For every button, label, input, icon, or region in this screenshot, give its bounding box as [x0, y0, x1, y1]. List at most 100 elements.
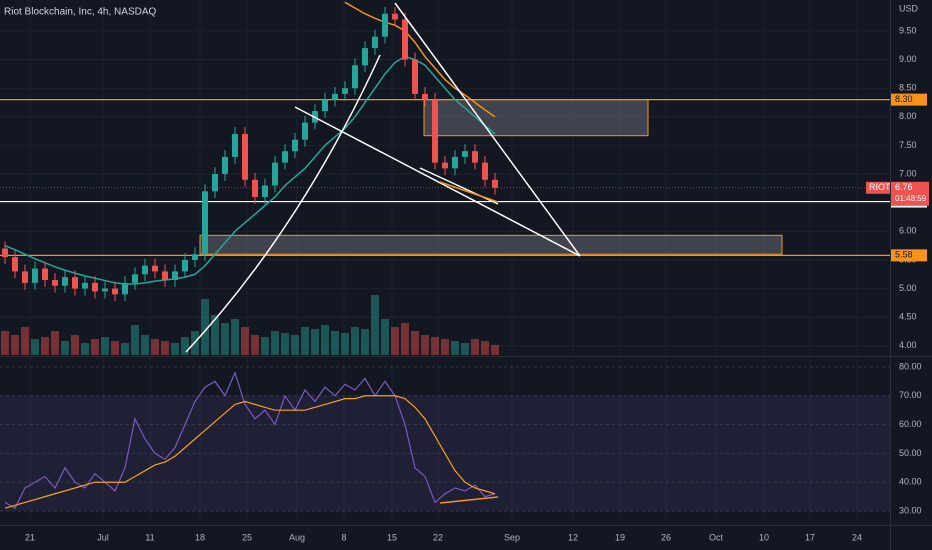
candle-body [202, 191, 208, 255]
level-label: 5.58 [895, 250, 913, 260]
volume-bar [351, 327, 359, 355]
candle-body [152, 265, 158, 272]
countdown: 01:48:59 [895, 194, 927, 203]
volume-bar [331, 331, 339, 355]
candle-body [372, 36, 378, 49]
candle-body [212, 174, 218, 192]
candle-body [482, 162, 488, 180]
volume-bar [361, 329, 369, 355]
trend-curve [185, 54, 381, 353]
ma-slow [344, 1, 496, 118]
rsi-tick-label: 80.00 [899, 361, 922, 371]
y-tick-label: 8.00 [899, 111, 917, 121]
volume-bar [201, 299, 209, 355]
rsi-pane [0, 358, 890, 522]
candle-body [262, 185, 268, 197]
candle-body [252, 179, 258, 197]
candle-body [22, 271, 28, 283]
drawings [185, 2, 581, 504]
volume-bar [381, 319, 389, 355]
last-price: 6.76 [895, 182, 913, 192]
x-tick-label: 26 [661, 532, 671, 542]
candle-body [52, 279, 58, 286]
candle-body [232, 133, 238, 157]
volume-bar [171, 343, 179, 355]
candle-body [442, 162, 448, 169]
volume-bar [111, 341, 119, 355]
x-tick-label: Oct [709, 532, 724, 542]
candle-body [172, 271, 178, 280]
volume-bar [411, 331, 419, 355]
volume-bar [131, 325, 139, 355]
x-tick-label: 22 [433, 532, 443, 542]
candle-body [402, 19, 408, 60]
volume-bar [311, 329, 319, 355]
zone-box [423, 99, 649, 137]
trend-line [394, 2, 581, 257]
candle-body [452, 156, 458, 169]
x-tick-label: 25 [242, 532, 252, 542]
candle-body [82, 282, 88, 289]
x-tick-label: Aug [289, 532, 305, 542]
volume-bar [291, 335, 299, 355]
candle-body [42, 268, 48, 280]
x-tick-label: 24 [852, 532, 862, 542]
rsi-tick-label: 40.00 [899, 477, 922, 487]
rsi-tick-label: 50.00 [899, 448, 922, 458]
candle-body [242, 133, 248, 180]
level-label: 8.30 [895, 94, 913, 104]
candle-body [2, 248, 8, 258]
x-tick-label: 17 [805, 532, 815, 542]
candle-body [92, 282, 98, 292]
candle-body [412, 59, 418, 94]
rsi-line [4, 370, 496, 510]
candle-body [102, 288, 108, 292]
volume-bar [51, 331, 59, 355]
y-tick-label: 8.50 [899, 83, 917, 93]
chart-title: Riot Blockchain, Inc, 4h, NASDAQ [4, 7, 157, 18]
x-tick-label: 11 [145, 532, 154, 542]
candle-body [182, 259, 188, 272]
volume-bar [241, 327, 249, 355]
volume-bar [231, 319, 239, 355]
ma-fast [4, 55, 496, 285]
rsi-ma [4, 395, 496, 509]
volume-bar [471, 339, 479, 355]
y-tick-label: 7.50 [899, 140, 917, 150]
y-tick-label: 7.00 [899, 168, 917, 178]
volume-bar [421, 335, 429, 355]
ticker-bg [866, 181, 890, 194]
candle-body [32, 268, 38, 283]
volume-bar [21, 327, 29, 355]
candle-body [112, 288, 118, 295]
volume-bar [341, 333, 349, 355]
candle-body [162, 271, 168, 280]
x-tick-label: 21 [25, 532, 35, 542]
level-label-bg [891, 249, 927, 262]
candle-body [492, 179, 498, 188]
x-tick-label: 10 [759, 532, 769, 542]
volume-bar [121, 343, 129, 355]
x-tick-label: 15 [387, 532, 397, 542]
volume-bar [71, 335, 79, 355]
candle-body [302, 122, 308, 140]
volume-bar [151, 339, 159, 355]
x-tick-label: Sep [504, 532, 520, 542]
y-tick-label: 6.00 [899, 226, 917, 236]
x-tick-label: 18 [195, 532, 205, 542]
candle-body [282, 151, 288, 163]
x-tick-label: 8 [341, 532, 346, 542]
candle-body [222, 156, 228, 175]
candle-body [462, 151, 468, 157]
candle-body [472, 151, 478, 163]
candle-body [142, 265, 148, 275]
candle-body [382, 13, 388, 37]
y-tick-label: 5.00 [899, 283, 917, 293]
divergence-line [439, 181, 499, 203]
candle-body [12, 257, 18, 272]
candle-body [342, 88, 348, 94]
y-tick-label: 4.00 [899, 340, 917, 350]
volume-bar [371, 295, 379, 355]
volume-bar [141, 335, 149, 355]
